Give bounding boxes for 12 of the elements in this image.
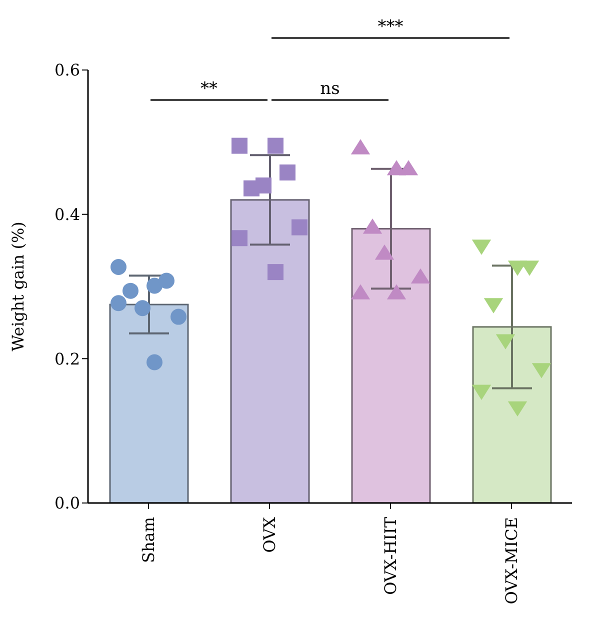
x-tick-label: OVX-HIIT bbox=[381, 516, 400, 595]
y-tick-label: 0.6 bbox=[54, 60, 80, 80]
x-tick-label: OVX bbox=[260, 516, 279, 553]
text: *** bbox=[378, 17, 404, 37]
annotation: ** bbox=[200, 79, 218, 99]
y-tick-label: 0.2 bbox=[54, 349, 80, 368]
annotation: ns bbox=[320, 79, 340, 99]
x-tick-label: Sham bbox=[139, 517, 158, 563]
y-axis-title: Weight gain (%) bbox=[8, 222, 28, 352]
y-tick-label: 0.4 bbox=[54, 205, 80, 224]
y-tick-label: 0.0 bbox=[54, 494, 80, 513]
x-tick-label: OVX-MICE bbox=[502, 517, 521, 604]
